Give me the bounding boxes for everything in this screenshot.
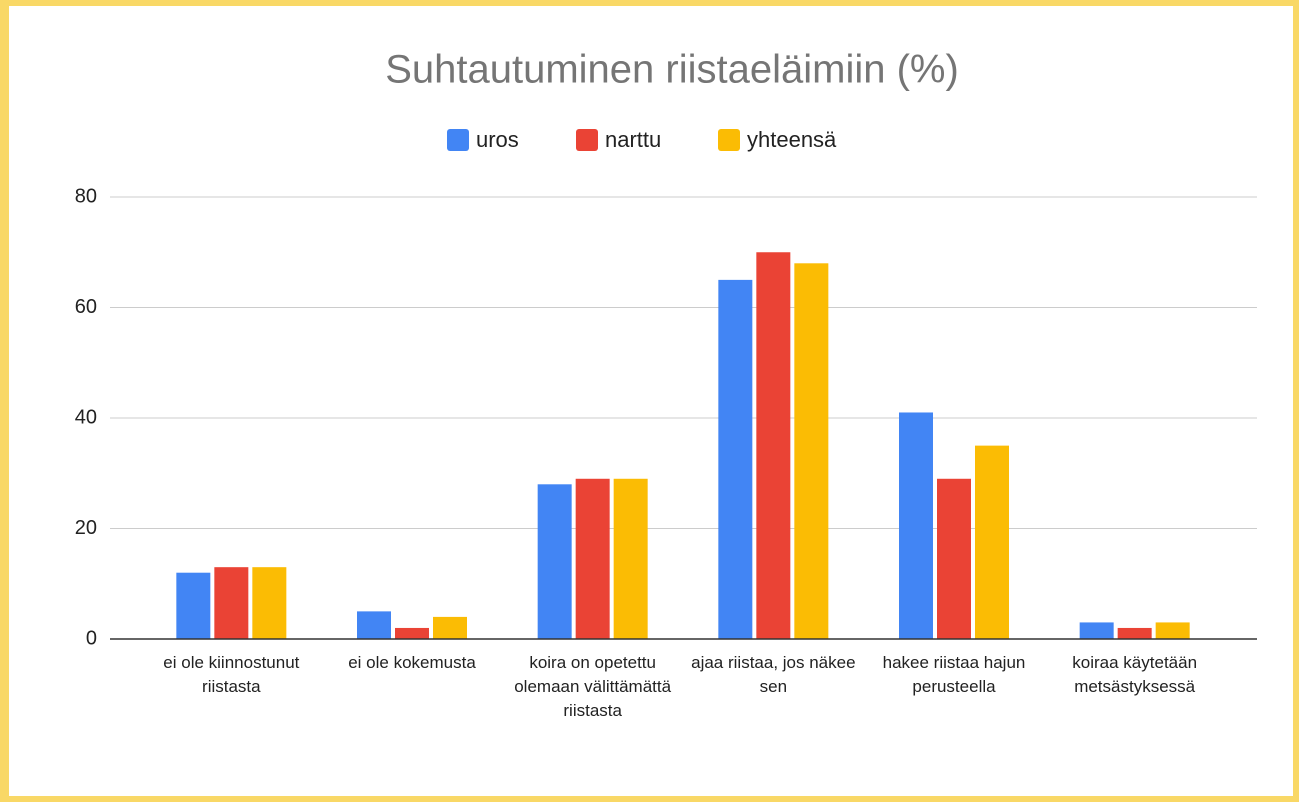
bar [176, 572, 211, 639]
bar [537, 484, 572, 639]
chart-title: Suhtautuminen riistaeläimiin (%) [385, 48, 959, 92]
y-tick-label: 80 [75, 185, 97, 207]
legend-swatch [718, 129, 740, 151]
y-tick-label: 40 [75, 406, 97, 428]
bar [899, 412, 933, 639]
x-tick-label: ei ole kokemusta [348, 653, 476, 672]
bar [756, 252, 791, 639]
bar [433, 616, 467, 639]
bar [1155, 622, 1190, 639]
bar [613, 478, 648, 639]
bar [718, 279, 753, 639]
bar [937, 478, 971, 639]
x-tick-label: hakee riistaa hajun perusteella [883, 653, 1026, 696]
legend-label: uros [476, 127, 519, 152]
bar [214, 567, 249, 639]
x-tick-label: koira on opetettu olemaan välittämättä rii… [514, 653, 671, 720]
legend-label: narttu [605, 127, 661, 152]
legend-swatch [576, 129, 598, 151]
legend-label: yhteensä [747, 127, 837, 152]
bar [975, 445, 1009, 639]
legend-swatch [447, 129, 469, 151]
bar [1079, 622, 1114, 639]
bar [395, 627, 429, 639]
bar [1117, 627, 1152, 639]
bar [575, 478, 610, 639]
bar [794, 263, 829, 639]
frame-left [0, 0, 9, 802]
bar [357, 611, 391, 639]
y-tick-label: 60 [75, 296, 97, 318]
x-tick-label: ei ole kiinnostunut riistasta [163, 653, 299, 696]
y-tick-label: 0 [86, 627, 97, 649]
bar [252, 567, 287, 639]
x-tick-label: koiraa käytetään metsästyksessä [1072, 653, 1197, 696]
y-tick-label: 20 [75, 517, 97, 539]
x-tick-label: ajaa riistaa, jos näkee sen [691, 653, 855, 696]
